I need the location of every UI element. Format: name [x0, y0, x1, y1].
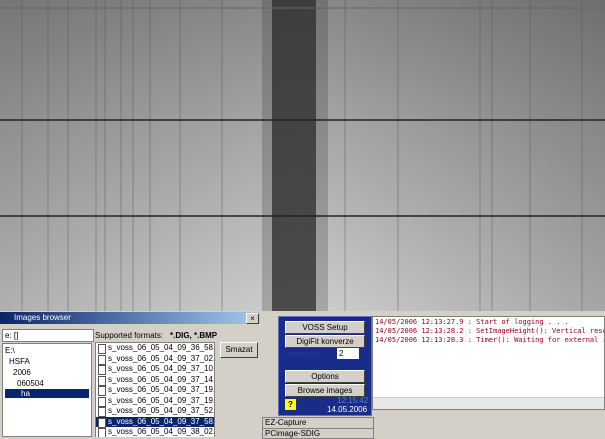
- delete-button[interactable]: Smazat: [220, 342, 258, 358]
- log-line: 14/05/2006 12:13:28.3 : Timer(): Waiting…: [375, 336, 605, 345]
- setup-button[interactable]: VOSS Setup: [285, 321, 365, 334]
- folder[interactable]: 2006: [13, 368, 31, 377]
- folder-selected[interactable]: ha: [5, 389, 89, 398]
- window-title: Images browser: [14, 313, 71, 322]
- spin-label: Lineární (s): [285, 351, 320, 358]
- spin-value[interactable]: 2: [337, 348, 359, 359]
- options-button[interactable]: Options: [285, 370, 365, 383]
- file-item[interactable]: s_voss_06_05_04_09_37_58.3.d: [96, 417, 214, 428]
- date: 14.05.2006: [327, 405, 367, 414]
- folder-tree[interactable]: E:\ HSFA 2006 060504 ha: [2, 343, 92, 437]
- file-item[interactable]: s_voss_06_05_04_09_37_10.5.d: [96, 364, 214, 375]
- file-item[interactable]: s_voss_06_05_04_09_37_02.7.d: [96, 354, 214, 365]
- file-item[interactable]: s_voss_06_05_04_09_37_52.6.d: [96, 406, 214, 417]
- spectrum-image: [0, 0, 605, 311]
- log-line: 14/05/2006 12:13:27.9 : Start of logging…: [375, 318, 569, 327]
- images-browser-window: Images browser × e: [] E:\ HSFA 2006 060…: [0, 312, 260, 437]
- help-button[interactable]: ?: [285, 399, 296, 410]
- file-item[interactable]: s_voss_06_05_04_09_38_02.6.d: [96, 427, 214, 437]
- file-item[interactable]: s_voss_06_05_04_09_37_14.8.d: [96, 375, 214, 386]
- folder[interactable]: HSFA: [9, 357, 30, 366]
- title-bar: Images browser ×: [0, 312, 260, 324]
- close-button[interactable]: ×: [246, 313, 259, 324]
- control-panel: VOSS Setup DigiFit konverze Lineární (s)…: [278, 316, 372, 416]
- convert-button[interactable]: DigiFit konverze: [285, 335, 365, 348]
- tab[interactable]: PCimage-SDIG: [262, 428, 374, 439]
- folder[interactable]: E:\: [5, 346, 15, 355]
- file-item[interactable]: s_voss_06_05_04_09_37_19.8.d: [96, 396, 214, 407]
- folder[interactable]: 060504: [17, 379, 44, 388]
- log-panel: 14/05/2006 12:13:27.9 : Start of logging…: [372, 316, 605, 410]
- file-item[interactable]: s_voss_06_05_04_09_37_19.1.d: [96, 385, 214, 396]
- file-item[interactable]: s_voss_06_05_04_09_36_58.4.d: [96, 343, 214, 354]
- log-line: 14/05/2006 12:13:28.2 : SetImageHeight()…: [375, 327, 605, 336]
- scrollbar[interactable]: [373, 397, 604, 410]
- time: 12:15:42: [337, 396, 368, 405]
- drive-select[interactable]: e: []: [2, 329, 94, 342]
- formats: *.DIG, *.BMP: [170, 331, 217, 340]
- screen: Images browser × e: [] E:\ HSFA 2006 060…: [0, 0, 605, 437]
- formats-label: Supported formats:: [95, 331, 163, 340]
